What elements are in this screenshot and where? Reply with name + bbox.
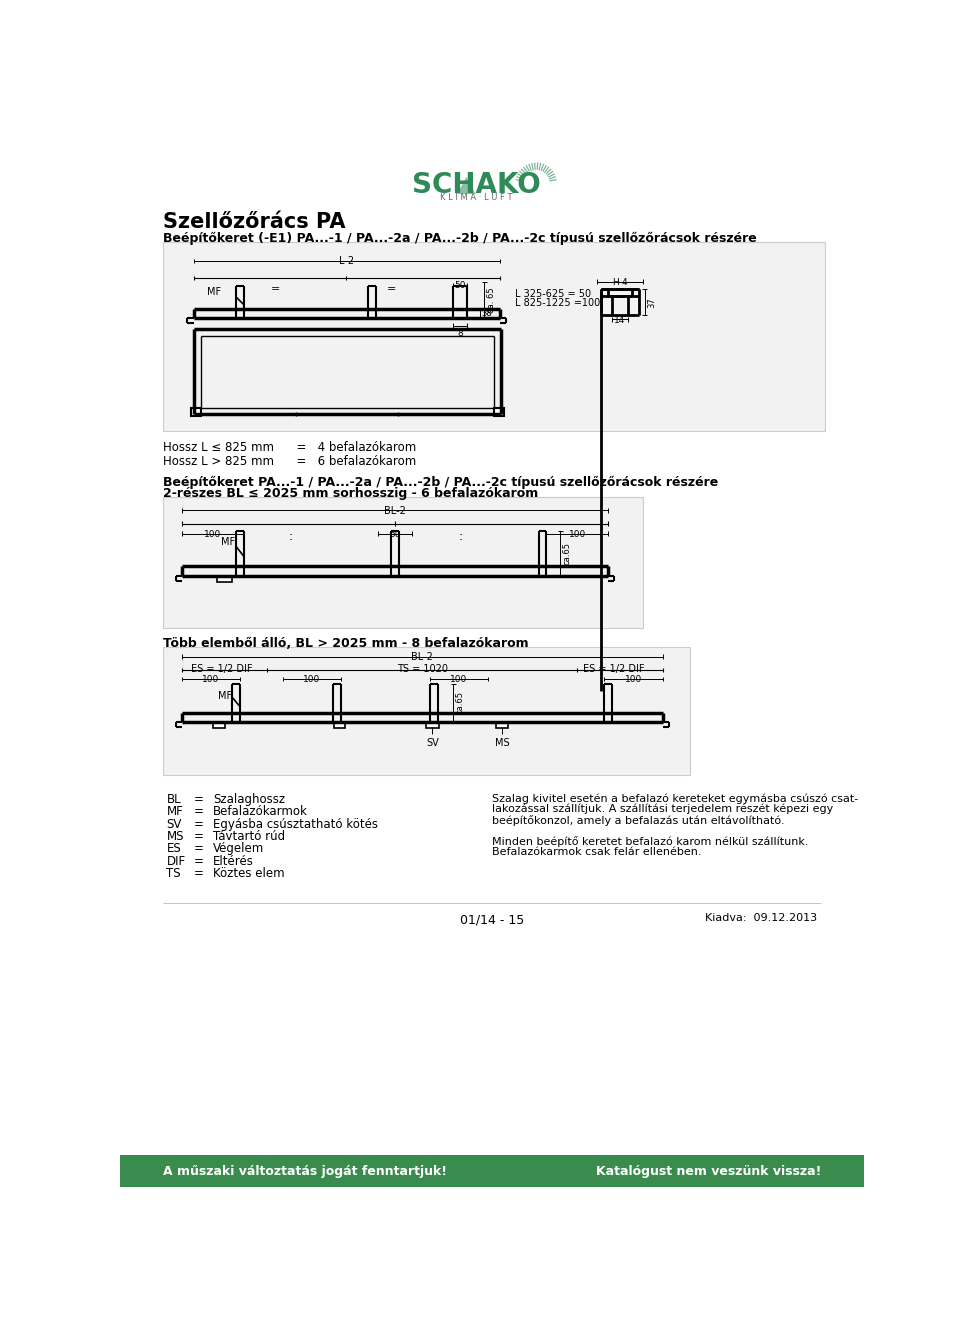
Polygon shape (457, 177, 476, 193)
Text: Távtartó rúd: Távtartó rúd (213, 830, 285, 843)
Text: MF: MF (221, 536, 235, 547)
Text: ca.65: ca.65 (456, 691, 465, 715)
Text: Kiadva:  09.12.2013: Kiadva: 09.12.2013 (706, 914, 818, 923)
Text: MF: MF (206, 287, 221, 297)
Text: 100: 100 (204, 530, 222, 539)
Text: 100: 100 (450, 675, 468, 684)
Text: Szalaghossz: Szalaghossz (213, 792, 285, 806)
Text: Köztes elem: Köztes elem (213, 867, 284, 880)
Text: A műszaki változtatás jogát fenntartjuk!: A műszaki változtatás jogát fenntartjuk! (162, 1165, 446, 1178)
Text: L 325-625 = 50: L 325-625 = 50 (516, 288, 591, 299)
Text: Szellőzőrács PA: Szellőzőrács PA (162, 212, 346, 232)
Text: Eltérés: Eltérés (213, 855, 253, 867)
Text: Minden beépítő keretet befalazó karom nélkül szállítunk.: Minden beépítő keretet befalazó karom né… (492, 836, 808, 847)
Text: BL: BL (166, 792, 181, 806)
Bar (496, 722, 508, 728)
Text: Beépítőkeret (-E1) PA...-1 / PA...-2a / PA...-2b / PA...-2c típusú szellőzőrácso: Beépítőkeret (-E1) PA...-1 / PA...-2a / … (162, 232, 756, 245)
Text: TS: TS (166, 867, 181, 880)
Bar (217, 576, 232, 582)
Text: ca. 65: ca. 65 (487, 287, 495, 312)
Text: 50: 50 (390, 530, 401, 539)
Text: H-4: H-4 (612, 277, 628, 287)
Text: =: = (194, 806, 204, 818)
Text: L-2: L-2 (339, 256, 354, 267)
Bar (120, 1155, 864, 1187)
Text: =: = (194, 830, 204, 843)
Text: MS: MS (494, 738, 510, 747)
Text: 38: 38 (481, 308, 492, 317)
Text: =: = (271, 284, 279, 293)
Text: Egyásba csúsztatható kötés: Egyásba csúsztatható kötés (213, 818, 378, 831)
Text: =: = (194, 818, 204, 831)
Text: =: = (194, 792, 204, 806)
Text: 100: 100 (625, 675, 642, 684)
Text: DIF: DIF (166, 855, 185, 867)
Text: TS = 1020: TS = 1020 (396, 663, 447, 674)
Text: =: = (194, 842, 204, 855)
Text: Katalógust nem veszünk vissza!: Katalógust nem veszünk vissza! (596, 1165, 822, 1178)
Text: MF: MF (166, 806, 183, 818)
Text: L 825-1225 =100: L 825-1225 =100 (516, 297, 601, 308)
Bar (162, 498, 643, 628)
Text: SV: SV (166, 818, 181, 831)
Text: BL-2: BL-2 (411, 652, 433, 662)
Text: Beépítőkeret PA...-1 / PA...-2a / PA...-2b / PA...-2c típusú szellőzőrácsok rész: Beépítőkeret PA...-1 / PA...-2a / PA...-… (162, 476, 718, 490)
Text: Szalag kivitel esetén a befalazó kereteket egymásba csúszó csat-: Szalag kivitel esetén a befalazó keretek… (492, 792, 858, 803)
Text: Hossz L ≤ 825 mm      =   4 befalazókarom: Hossz L ≤ 825 mm = 4 befalazókarom (162, 442, 416, 454)
Bar (191, 408, 201, 416)
Text: ES: ES (166, 842, 181, 855)
Text: MF: MF (219, 691, 232, 702)
Text: =: = (194, 855, 204, 867)
Text: Végelem: Végelem (213, 842, 264, 855)
Text: 14: 14 (614, 316, 626, 324)
Text: 100: 100 (203, 675, 220, 684)
Text: Befalazókarmok csak felár ellenében.: Befalazókarmok csak felár ellenében. (492, 847, 702, 856)
Text: Több elemből álló, BL > 2025 mm - 8 befalazókarom: Több elemből álló, BL > 2025 mm - 8 befa… (162, 638, 528, 651)
Text: lakozással szállítjuk. A szállítási terjedelem részét képezi egy: lakozással szállítjuk. A szállítási terj… (492, 804, 833, 814)
Text: Befalazókarmok: Befalazókarmok (213, 806, 308, 818)
Text: 8: 8 (457, 329, 463, 339)
Text: :: : (288, 530, 293, 543)
Text: Hossz L > 825 mm      =   6 befalazókarom: Hossz L > 825 mm = 6 befalazókarom (162, 455, 416, 468)
Bar (494, 408, 504, 416)
Text: 50: 50 (454, 281, 466, 291)
Text: 37: 37 (648, 296, 657, 308)
Text: 100: 100 (568, 530, 586, 539)
Bar (213, 722, 226, 728)
Text: beépítőkonzol, amely a befalazás után eltávolítható.: beépítőkonzol, amely a befalazás után el… (492, 815, 784, 826)
Text: ES = 1/2 DIF: ES = 1/2 DIF (584, 663, 645, 674)
Bar (426, 722, 439, 728)
Bar (162, 243, 826, 431)
Text: 100: 100 (303, 675, 321, 684)
Text: =: = (387, 284, 396, 293)
Text: SCHAKO: SCHAKO (412, 171, 540, 199)
Text: =: = (194, 867, 204, 880)
Text: 01/14 - 15: 01/14 - 15 (460, 914, 524, 926)
Text: 2-részes BL ≤ 2025 mm sorhosszig - 6 befalazókarom: 2-részes BL ≤ 2025 mm sorhosszig - 6 bef… (162, 487, 538, 499)
Text: SV: SV (426, 738, 439, 747)
Text: BL-2: BL-2 (384, 506, 406, 516)
Bar (334, 722, 345, 728)
Text: K L I M A · L U F T: K L I M A · L U F T (441, 193, 513, 203)
Text: :: : (459, 530, 463, 543)
Text: ES = 1/2 DIF: ES = 1/2 DIF (191, 663, 252, 674)
Text: MS: MS (166, 830, 184, 843)
Text: ca.65: ca.65 (563, 542, 571, 566)
Bar (162, 647, 689, 775)
